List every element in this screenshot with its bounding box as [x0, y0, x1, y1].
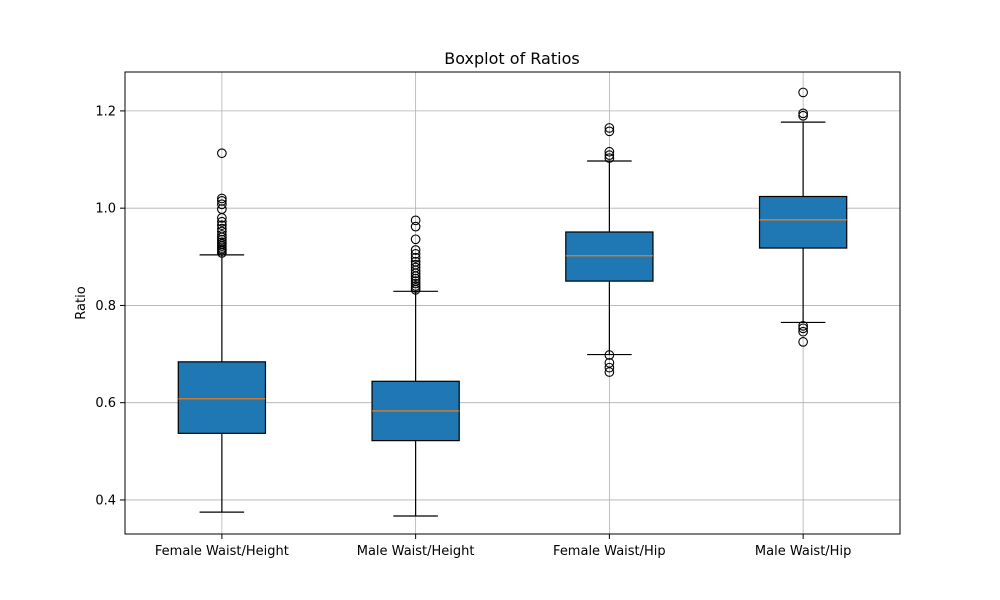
outlier-point: [410, 221, 421, 232]
outlier-point: [604, 357, 615, 368]
y-tick-label: 1.0: [95, 202, 116, 217]
outlier-point: [604, 146, 615, 157]
y-tick-label: 0.8: [95, 299, 116, 314]
chart-title: Boxplot of Ratios: [444, 49, 579, 68]
outlier-point: [217, 226, 227, 237]
box-group: [758, 87, 848, 347]
outlier-point: [410, 262, 421, 273]
y-tick-label: 0.6: [95, 396, 116, 411]
outlier-point: [604, 123, 615, 133]
outlier-point: [410, 281, 421, 291]
outlier-point: [604, 126, 615, 137]
outlier-point: [604, 150, 615, 161]
outlier-point: [410, 252, 421, 263]
box-group: [177, 148, 267, 513]
outlier-point: [604, 153, 615, 163]
outlier-point: [798, 337, 808, 347]
outlier-point: [217, 148, 227, 159]
outlier-point: [217, 216, 227, 227]
outlier-point: [604, 350, 615, 360]
outlier-point: [410, 256, 421, 267]
iqr-box: [565, 231, 654, 282]
outlier-point: [410, 276, 421, 286]
outlier-point: [798, 108, 808, 119]
outlier-point: [798, 110, 808, 121]
outlier-point: [798, 323, 808, 334]
outlier-point: [217, 230, 227, 240]
outlier-point: [217, 237, 227, 248]
x-tick-label: Male Waist/Height: [357, 544, 475, 559]
outlier-point: [410, 249, 421, 259]
outlier-point: [217, 199, 227, 210]
box-group: [371, 215, 460, 517]
outlier-point: [217, 220, 227, 231]
y-tick-label: 1.2: [95, 104, 116, 119]
outlier-point: [798, 326, 808, 337]
outlier-point: [410, 215, 421, 226]
y-tick-label: 0.4: [95, 493, 116, 508]
x-tick-label: Female Waist/Height: [155, 544, 289, 559]
outlier-point: [410, 245, 421, 255]
outlier-point: [410, 234, 421, 245]
outlier-point: [217, 196, 227, 206]
axes-frame: [124, 71, 901, 535]
outlier-point: [798, 321, 808, 331]
plot-area: [177, 87, 848, 517]
axis-ticks: 0.4 0.6 0.8 1.0 1.2 Female Waist/Height Male W…: [95, 104, 851, 559]
iqr-box: [177, 361, 267, 434]
outlier-point: [604, 367, 615, 377]
outlier-point: [604, 362, 615, 373]
outlier-point: [798, 87, 808, 98]
y-axis-label: Ratio: [74, 286, 89, 319]
outlier-point: [217, 193, 227, 204]
x-tick-label: Female Waist/Hip: [553, 544, 666, 559]
box-group: [565, 123, 654, 377]
iqr-box: [758, 195, 848, 249]
outlier-point: [217, 223, 227, 234]
outlier-point: [410, 278, 421, 289]
outlier-point: [410, 259, 421, 270]
x-tick-label: Male Waist/Hip: [755, 544, 851, 559]
